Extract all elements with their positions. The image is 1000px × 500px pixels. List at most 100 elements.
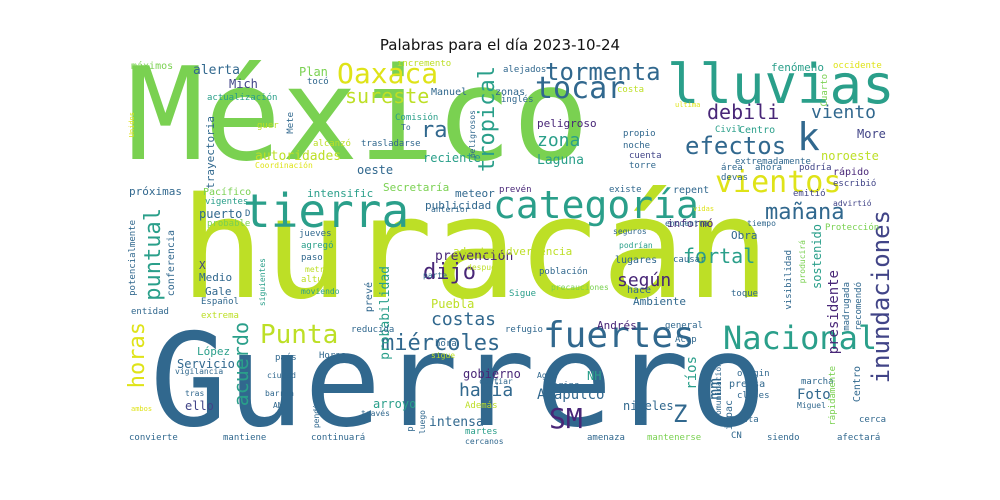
word-ademas: Además: [465, 401, 498, 411]
word-marcha: marcha: [801, 377, 834, 387]
word-visibilidad: visibilidad: [784, 250, 794, 310]
word-continuara: continuará: [311, 433, 366, 443]
word-advirtio: advirtió: [833, 199, 872, 208]
word-espanol: Español: [201, 297, 239, 307]
word-toque: toque: [731, 289, 759, 299]
word-unidos: Unidos: [128, 112, 136, 138]
word-ra: ra: [421, 118, 448, 143]
word-oaxaca: Oaxaca: [337, 60, 439, 90]
word-informo: informó: [667, 217, 714, 230]
word-autoridades: autoridades: [255, 149, 342, 164]
word-punta: Punta: [260, 320, 339, 350]
word-sostenido: sostenido: [810, 224, 824, 290]
word-lluvias: lluvias: [667, 60, 895, 116]
word-pais: país: [275, 353, 297, 363]
word-dijo: dijo: [423, 260, 476, 285]
word-comision: Comisión: [395, 113, 439, 123]
word-agua: Agua: [537, 371, 557, 380]
word-hora: hora: [435, 339, 457, 349]
word-sureste: sureste: [345, 84, 430, 108]
word-mich: Mich: [229, 77, 258, 91]
word-meteor: meteor: [455, 187, 495, 200]
word-clases: clases: [737, 391, 770, 401]
word-cn: CN: [731, 431, 742, 441]
word-occidente: occidente: [833, 61, 882, 71]
word-tocar: tocar: [535, 71, 626, 106]
word-alcanzo: alcanzó: [313, 139, 351, 149]
word-medio: Medio: [199, 271, 233, 284]
word-entidad: entidad: [131, 307, 169, 317]
word-siendo: siendo: [767, 433, 800, 443]
word-probable: probable: [207, 219, 251, 229]
word-civil: Civil: [715, 125, 743, 135]
word-zona: zona: [537, 130, 581, 151]
word-vigentes: vigentes: [205, 197, 249, 207]
word-prevencion: prevención: [435, 249, 514, 264]
word-presidente: presidente: [826, 270, 842, 355]
word-probabilidad: probabilidad: [378, 266, 393, 360]
word-puerto: puerto: [199, 207, 243, 221]
word-coordinacion: Coordinación: [255, 161, 313, 170]
word-escribio: escribió: [833, 179, 877, 189]
word-anterior: anterior: [431, 205, 470, 214]
word-mete: Mete: [286, 112, 296, 134]
word-oeste: oeste: [357, 163, 394, 177]
word-tierra: tierra: [243, 184, 410, 238]
word-servicio: Servicio: [177, 357, 235, 371]
word-existe: existe: [609, 185, 642, 195]
word-general: general: [665, 321, 703, 331]
word-k: k: [797, 115, 820, 159]
word-potencialmente: potencialmente: [128, 220, 138, 296]
word-plan: Plan: [299, 65, 328, 79]
word-intensa: intensa: [429, 415, 484, 430]
word-huracan: huracán: [180, 168, 771, 331]
word-repent: repent: [673, 185, 710, 196]
word-arroyo: arroyo: [373, 397, 417, 411]
word-cloud: México huracán Guerrero lluvias tierra c…: [125, 60, 900, 445]
word-incremento: incremento: [397, 60, 452, 69]
word-encuentra: encuentra: [665, 219, 709, 228]
word-refugio: refugio: [505, 325, 543, 335]
word-trayectoria: trayectoria: [204, 116, 217, 189]
word-noroeste: noroeste: [821, 149, 879, 163]
word-hacia: hacia: [459, 380, 514, 401]
word-pendientes: pendientes: [312, 380, 321, 429]
word-barran: barran: [265, 389, 294, 398]
word-pacifico: Pacífico: [203, 187, 252, 198]
word-cercanos: cercanos: [465, 437, 504, 446]
word-guerrero: Guerrero: [150, 307, 767, 446]
word-conferencia: conferencia: [166, 230, 177, 297]
word-trasladarse: trasladarse: [361, 139, 421, 149]
word-costa: costa: [617, 85, 645, 95]
word-podrian: podrían: [619, 241, 653, 250]
word-vidas: vidas: [693, 205, 715, 213]
word-fuertes: fuertes: [543, 315, 695, 356]
word-d: D: [245, 209, 251, 219]
word-altura: altura: [301, 275, 334, 285]
word-lopez: López: [197, 345, 231, 358]
word-am: AM: [273, 401, 283, 410]
word-fenomeno: fenómeno: [771, 61, 824, 74]
word-recomendo: recomendó: [854, 282, 864, 331]
word-puntual: puntual: [141, 208, 166, 301]
word-gale: Gale: [205, 285, 232, 298]
word-preve: prevé: [364, 282, 375, 313]
word-foto: Foto: [797, 387, 831, 403]
word-manana: mañana: [765, 200, 845, 225]
word-miercoles: miércoles: [381, 331, 501, 356]
word-martes: martes: [465, 427, 498, 437]
word-amenaza: amenaza: [587, 433, 625, 443]
word-miguel: Miguel: [797, 401, 826, 410]
word-viento: viento: [811, 102, 877, 123]
word-causar: causar: [673, 255, 706, 265]
word-categoria: categoría: [493, 183, 699, 227]
word-cuenta: cuenta: [629, 151, 662, 161]
word-producira: producirá: [798, 240, 807, 284]
word-tiempo: tiempo: [747, 219, 776, 228]
word-nh: NH: [587, 369, 602, 383]
word-ahora: ahora: [755, 163, 783, 173]
word-puebla: Puebla: [431, 297, 475, 311]
word-acep: Acep: [675, 335, 697, 345]
word-mantiene: mantiene: [223, 433, 267, 443]
word-alerta: alerta: [193, 63, 240, 78]
